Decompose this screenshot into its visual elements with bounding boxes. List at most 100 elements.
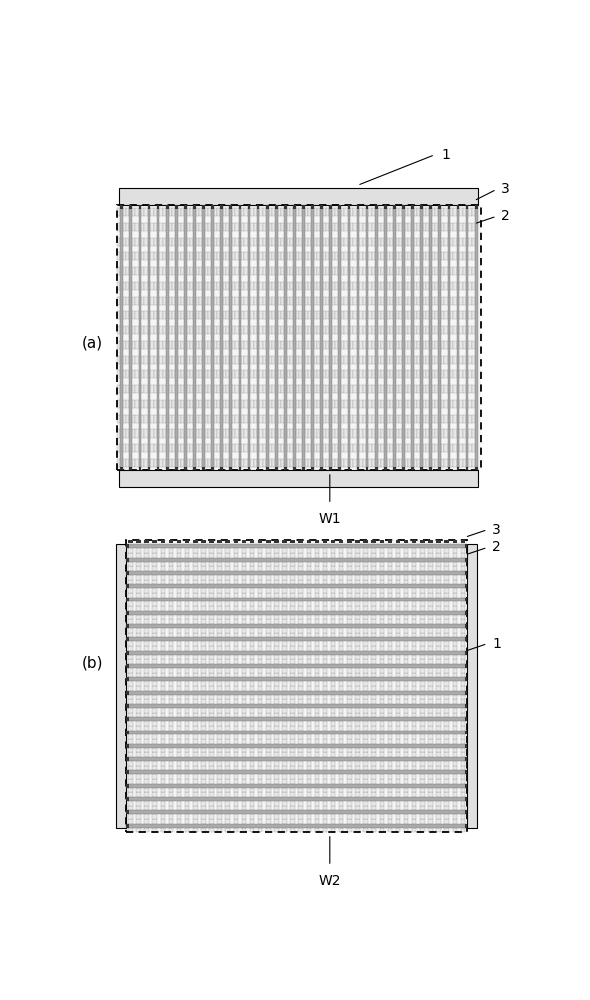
Bar [274,752,278,757]
Bar [428,806,432,810]
Bar [426,400,430,408]
Bar [396,593,400,598]
Bar [135,267,139,275]
Bar [266,628,270,633]
Bar [420,748,425,752]
Bar [128,553,133,558]
Bar [437,580,441,584]
Text: W2: W2 [319,874,341,888]
Text: 1: 1 [492,637,501,651]
Bar [145,814,149,819]
Bar [250,553,254,558]
Bar [281,238,284,246]
Bar [250,801,254,806]
Bar [263,252,266,260]
Bar [363,713,368,717]
Bar [232,267,235,275]
Bar [290,297,293,305]
Bar [314,659,319,664]
Bar [126,341,129,349]
Bar [412,615,417,619]
Bar [372,593,376,598]
Bar [404,779,408,784]
Bar [444,580,449,584]
Bar [153,415,157,423]
Bar [201,540,206,543]
Bar [132,429,135,438]
Bar [157,205,159,470]
Bar [244,223,248,231]
Bar [347,752,352,757]
Bar [348,205,350,470]
Bar [388,619,392,624]
Bar [258,734,263,739]
Bar [263,400,266,408]
Bar [193,466,196,470]
Bar [461,646,465,651]
Bar [314,615,319,619]
Bar [437,708,441,713]
Bar [372,588,376,593]
Bar [178,238,181,246]
Bar [466,205,468,209]
Bar [209,553,214,558]
Bar [347,788,352,792]
Bar [169,819,173,824]
Bar [379,708,384,713]
Bar [266,788,270,792]
Bar [268,444,271,452]
Bar [437,641,441,646]
Bar [150,429,153,438]
Bar [463,311,466,319]
Bar [126,664,467,668]
Bar [185,806,189,810]
Bar [366,205,369,209]
Bar [339,575,343,580]
Bar [250,580,254,584]
Bar [308,282,311,290]
Bar [323,655,327,659]
Bar [432,238,435,246]
Bar [299,686,303,691]
Bar [169,238,172,246]
Bar [420,566,425,571]
Bar [177,659,181,664]
Bar [323,726,327,731]
Bar [177,721,181,726]
Bar [141,370,145,378]
Bar [217,588,222,593]
Bar [235,459,238,467]
Bar [420,779,425,784]
Bar [363,444,366,452]
Bar [341,429,345,438]
Bar [355,686,360,691]
Bar [186,444,190,452]
Bar [277,385,281,393]
Bar [193,726,198,731]
Bar [420,633,425,637]
Bar [136,686,141,691]
Bar [201,681,206,686]
Bar [282,615,287,619]
Bar [386,400,390,408]
Bar [226,429,230,438]
Bar [201,628,206,633]
Bar [465,558,467,562]
Bar [437,606,441,611]
Bar [339,801,343,806]
Bar [193,686,198,691]
Bar [299,814,303,819]
Bar [441,415,444,423]
Bar [307,601,311,606]
Bar [305,444,308,452]
Bar [426,429,430,438]
Bar [241,282,244,290]
Bar [225,566,230,571]
Bar [136,646,141,651]
Bar [396,721,400,726]
Bar [363,267,366,275]
Bar [254,341,257,349]
Bar [201,646,206,651]
Bar [363,673,368,677]
Bar [214,252,217,260]
